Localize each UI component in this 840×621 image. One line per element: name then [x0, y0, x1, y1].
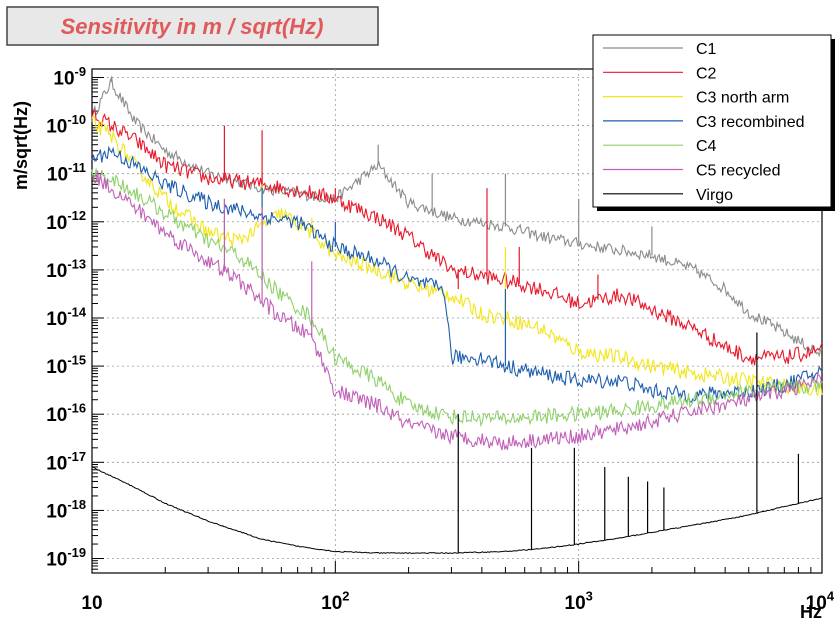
x-axis-label: Hz — [800, 602, 822, 621]
series-line-5 — [91, 170, 823, 451]
series-lines — [91, 75, 823, 555]
legend-label-1: C2 — [696, 65, 717, 82]
y-tick-label-10: 10-9 — [53, 64, 86, 90]
y-tick-label-1: 10-18 — [46, 497, 86, 523]
chart-title-box: Sensitivity in m / sqrt(Hz) — [6, 6, 379, 46]
legend-label-4: C4 — [696, 138, 717, 155]
x-tick-label-1: 102 — [321, 588, 349, 614]
legend-label-3: C3 recombined — [696, 114, 805, 131]
legend-label-5: C5 recycled — [696, 163, 780, 180]
grid — [92, 69, 822, 573]
legend: C1 C2 C3 north arm C3 recombined C4 C5 recycl… — [592, 34, 835, 211]
y-tick-label-7: 10-12 — [46, 208, 86, 234]
y-tick-label-3: 10-16 — [46, 401, 86, 427]
y-tick-label-5: 10-14 — [46, 304, 87, 330]
y-tick-label-9: 10-10 — [46, 112, 86, 138]
series-line-3 — [91, 145, 823, 403]
legend-label-0: C1 — [696, 41, 717, 58]
y-tick-label-6: 10-13 — [46, 256, 86, 282]
series-line-1 — [91, 108, 823, 366]
series-line-6 — [91, 466, 823, 555]
x-tick-label-2: 103 — [565, 588, 593, 614]
x-tick-label-3: 104 — [806, 588, 835, 614]
legend-label-2: C3 north arm — [696, 90, 789, 107]
y-tick-label-2: 10-17 — [46, 449, 86, 475]
chart-title: Sensitivity in m / sqrt(Hz) — [61, 14, 324, 39]
y-tick-label-8: 10-11 — [47, 160, 86, 186]
legend-label-6: Virgo — [696, 187, 733, 204]
series-line-0 — [91, 75, 823, 358]
x-tick-labels: 10 102 103 104 — [81, 588, 834, 614]
x-tick-label-0: 10 — [81, 593, 102, 614]
y-axis-label: m/sqrt(Hz) — [11, 101, 31, 190]
series-line-2 — [91, 113, 823, 397]
series-line-4 — [91, 168, 823, 428]
y-tick-label-0: 10-19 — [46, 545, 86, 571]
y-tick-label-4: 10-15 — [46, 353, 86, 379]
y-tick-labels: 10-19 10-18 10-17 10-16 10-15 10-14 10-13 10-12… — [46, 64, 87, 571]
